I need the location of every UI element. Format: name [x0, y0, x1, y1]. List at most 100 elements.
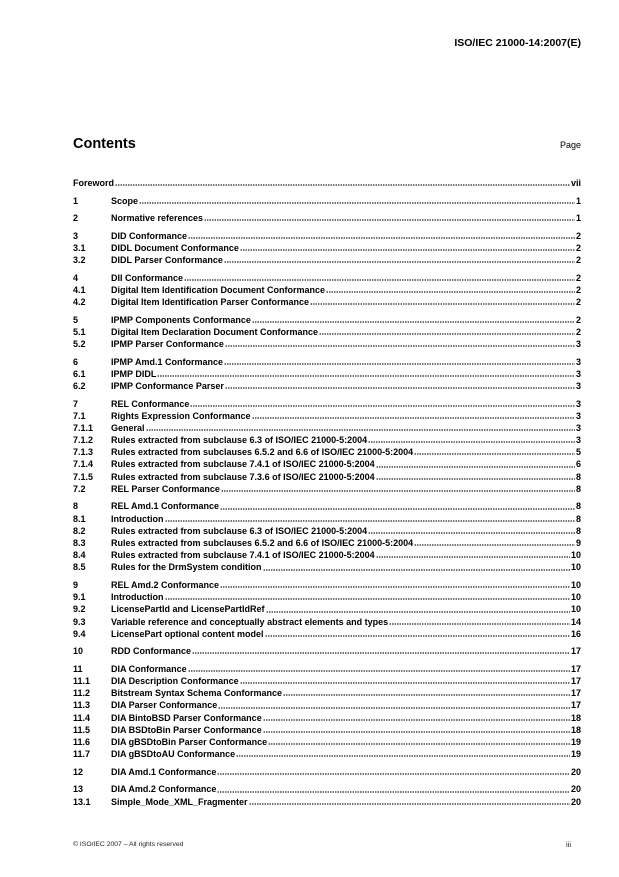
toc-entry-title: DIDL Parser Conformance	[111, 255, 223, 266]
toc-entry[interactable]: 13 DIA Amd.2 Conformance 20	[73, 783, 581, 795]
toc-entry-number: 11.3	[73, 700, 91, 711]
dot-leader	[217, 784, 570, 793]
toc-entry[interactable]: 9.2 LicensePartId and LicensePartIdRef 10	[73, 603, 581, 615]
dot-leader	[389, 616, 570, 625]
toc-entry-title: Bitstream Syntax Schema Conformance	[111, 688, 283, 699]
document-id-header: ISO/IEC 21000-14:2007(E)	[454, 37, 581, 49]
toc-entry[interactable]: 8 REL Amd.1 Conformance 8	[73, 500, 581, 512]
toc-entry[interactable]: 9 REL Amd.2 Conformance 10	[73, 579, 581, 591]
toc-entry-title: IPMP Components Conformance	[111, 314, 251, 325]
toc-entry-page: 10	[570, 604, 581, 615]
toc-entry-page: 2	[575, 284, 581, 295]
toc-entry[interactable]: 11.1 DIA Description Conformance 17	[73, 675, 581, 687]
toc-entry[interactable]: 12 DIA Amd.1 Conformance 20	[73, 766, 581, 778]
toc-entry[interactable]: 11.5 DIA BSDtoBin Parser Conformance 18	[73, 724, 581, 736]
dot-leader	[220, 484, 575, 493]
dot-leader	[239, 676, 570, 685]
toc-entry-title: Digital Item Identification Parser Confo…	[111, 297, 310, 308]
toc-entry[interactable]: 7.2 REL Parser Conformance 8	[73, 483, 581, 495]
toc-entry[interactable]: 11 DIA Conformance 17	[73, 663, 581, 675]
toc-entry[interactable]: 11.7 DIA gBSDtoAU Conformance 19	[73, 748, 581, 760]
toc-entry[interactable]: 9.4 LicensePart optional content model 16	[73, 628, 581, 640]
toc-entry[interactable]: 8.2 Rules extracted from subclause 6.3 of…	[73, 525, 581, 537]
toc-entry-page: 1	[575, 213, 581, 224]
toc-entry-title: LicensePartId and LicensePartIdRef	[111, 604, 265, 615]
dot-leader	[236, 749, 570, 758]
dot-leader	[264, 628, 570, 637]
toc-entry-page: 3	[575, 380, 581, 391]
toc-entry[interactable]: 4.2 Digital Item Identification Parser Co…	[73, 296, 581, 308]
toc-entry[interactable]: 3.2 DIDL Parser Conformance 2	[73, 254, 581, 266]
toc-entry[interactable]: 7 REL Conformance 3	[73, 398, 581, 410]
dot-leader	[310, 297, 575, 306]
toc-entry-number: 13.1	[73, 796, 91, 807]
toc-entry-title: Rules extracted from subclauses 6.5.2 an…	[111, 538, 414, 548]
dot-leader	[187, 664, 570, 673]
toc-entry-page: 3	[575, 339, 581, 350]
toc-entry-title: DIA gBSDtoAU Conformance	[111, 749, 236, 760]
toc-entry[interactable]: Foreword vii	[73, 177, 581, 189]
toc-entry[interactable]: 5 IPMP Components Conformance 2	[73, 314, 581, 326]
toc-entry-page: 3	[575, 435, 581, 446]
toc-entry[interactable]: 2 Normative references 1	[73, 212, 581, 224]
toc-entry-page: 3	[575, 368, 581, 379]
toc-entry[interactable]: 11.2 Bitstream Syntax Schema Conformance 1…	[73, 687, 581, 699]
toc-entry[interactable]: 7.1.2 Rules extracted from subclause 6.3 …	[73, 434, 581, 446]
toc-entry-number: 8.4	[73, 550, 86, 561]
toc-entry[interactable]: 7.1.3 Rules extracted from subclauses 6.5…	[73, 446, 581, 458]
toc-entry[interactable]: 4 DII Conformance 2	[73, 272, 581, 284]
dot-leader	[414, 447, 575, 456]
dot-leader	[375, 471, 575, 480]
toc-entry[interactable]: 5.2 IPMP Parser Conformance 3	[73, 338, 581, 350]
toc-entry-title: Rules extracted from subclauses 6.5.2 an…	[111, 447, 414, 458]
toc-entry[interactable]: 7.1 Rights Expression Conformance 3	[73, 410, 581, 422]
toc-group: 9 REL Amd.2 Conformance 10 9.1 Introduction 1…	[73, 579, 581, 640]
toc-entry-title: Foreword	[73, 178, 115, 188]
dot-leader	[164, 592, 570, 601]
dot-leader	[326, 285, 575, 294]
toc-entry[interactable]: 13.1 Simple_Mode_XML_Fragmenter 20	[73, 796, 581, 808]
toc-entry[interactable]: 7.1.5 Rules extracted from subclause 7.3.…	[73, 471, 581, 483]
toc-entry[interactable]: 6.1 IPMP DIDL 3	[73, 368, 581, 380]
toc-entry[interactable]: 11.4 DIA BintoBSD Parser Conformance 18	[73, 712, 581, 724]
toc-entry[interactable]: 4.1 Digital Item Identification Document …	[73, 284, 581, 296]
toc-entry[interactable]: 1 Scope 1	[73, 195, 581, 207]
dot-leader	[268, 737, 570, 746]
dot-leader	[265, 604, 570, 613]
toc-entry[interactable]: 8.3 Rules extracted from subclauses 6.5.2…	[73, 537, 581, 549]
toc-entry[interactable]: 3.1 DIDL Document Conformance 2	[73, 242, 581, 254]
toc-group: Foreword vii	[73, 177, 581, 189]
toc-entry[interactable]: 7.1.1 General 3	[73, 422, 581, 434]
toc-entry-title: Rules extracted from subclause 7.4.1 of …	[111, 459, 375, 470]
toc-entry-number: 11	[73, 663, 83, 674]
toc-entry-page: 2	[575, 326, 581, 337]
toc-entry-title: Variable reference and conceptually abst…	[111, 616, 389, 627]
toc-entry-page: 18	[570, 712, 581, 723]
toc-entry[interactable]: 8.4 Rules extracted from subclause 7.4.1 …	[73, 549, 581, 561]
toc-entry[interactable]: 8.1 Introduction 8	[73, 513, 581, 525]
toc-entry-number: 7.1.3	[73, 447, 94, 458]
dot-leader	[192, 646, 570, 655]
toc-entry[interactable]: 11.6 DIA gBSDtoBin Parser Conformance 19	[73, 736, 581, 748]
toc-entry-title: DII Conformance	[111, 272, 184, 283]
toc-entry-page: 2	[575, 314, 581, 325]
toc-entry[interactable]: 10 RDD Conformance 17	[73, 645, 581, 657]
toc-entry[interactable]: 3 DID Conformance 2	[73, 230, 581, 242]
toc-entry-number: 7.1.1	[73, 422, 94, 433]
toc-entry[interactable]: 11.3 DIA Parser Conformance 17	[73, 699, 581, 711]
toc-entry[interactable]: 8.5 Rules for the DrmSystem condition 10	[73, 561, 581, 573]
toc-entry-number: 2	[73, 213, 79, 224]
toc-entry[interactable]: 9.1 Introduction 10	[73, 591, 581, 603]
toc-entry[interactable]: 5.1 Digital Item Declaration Document Con…	[73, 326, 581, 338]
toc-entry[interactable]: 7.1.4 Rules extracted from subclause 7.4.…	[73, 458, 581, 470]
toc-entry[interactable]: 6.2 IPMP Conformance Parser 3	[73, 380, 581, 392]
toc-entry-title: REL Amd.2 Conformance	[111, 579, 220, 590]
dot-leader	[251, 410, 575, 419]
toc-entry-number: 9.2	[73, 604, 86, 615]
toc-entry[interactable]: 6 IPMP Amd.1 Conformance 3	[73, 356, 581, 368]
toc-entry-page: 19	[570, 749, 581, 760]
toc-entry[interactable]: 9.3 Variable reference and conceptually a…	[73, 616, 581, 628]
toc-entry-number: 5.1	[73, 326, 86, 337]
toc-entry-number: 7.1	[73, 410, 86, 421]
toc-entry-title: Normative references	[111, 213, 204, 224]
